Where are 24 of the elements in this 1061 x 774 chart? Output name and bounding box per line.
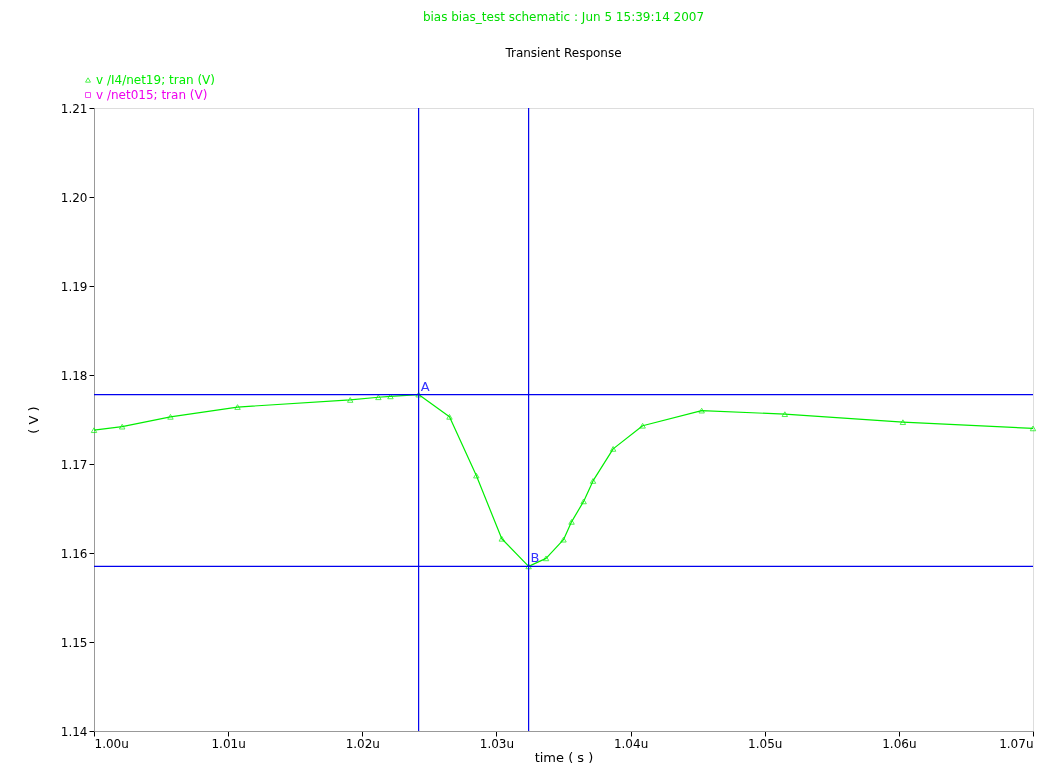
legend-label: v /net015; tran (V)	[96, 88, 208, 102]
annotation: A	[420, 378, 430, 394]
y-tick-label: 1.19	[60, 279, 88, 294]
y-tick-label: 1.20	[60, 190, 88, 205]
chart-subtitle: Transient Response	[504, 46, 622, 60]
y-tick-label: 1.17	[60, 457, 88, 472]
y-tick-label: 1.21	[60, 101, 88, 116]
y-tick-label: 1.15	[60, 635, 88, 650]
x-tick-label: 1.03u	[479, 736, 515, 751]
x-tick-label: 1.05u	[748, 736, 783, 751]
x-tick-label: 1.07u	[999, 736, 1034, 751]
x-tick-label: 1.04u	[613, 736, 649, 751]
y-tick-label: 1.14	[60, 724, 88, 739]
x-tick-label: 1.06u	[882, 736, 917, 751]
x-tick-label: 1.01u	[211, 736, 246, 751]
y-axis-title: ( V )	[25, 406, 41, 434]
legend-label: v /I4/net19; tran (V)	[96, 73, 215, 87]
y-tick-label: 1.16	[60, 546, 88, 561]
x-tick-label: 1.00u	[94, 736, 129, 751]
chart-title: bias bias_test schematic : Jun 5 15:39:14 2007	[422, 10, 705, 24]
y-tick-label: 1.18	[60, 368, 88, 383]
annotation: B	[530, 550, 540, 566]
x-tick-label: 1.02u	[345, 736, 380, 751]
x-axis-title: time ( s )	[534, 749, 594, 765]
